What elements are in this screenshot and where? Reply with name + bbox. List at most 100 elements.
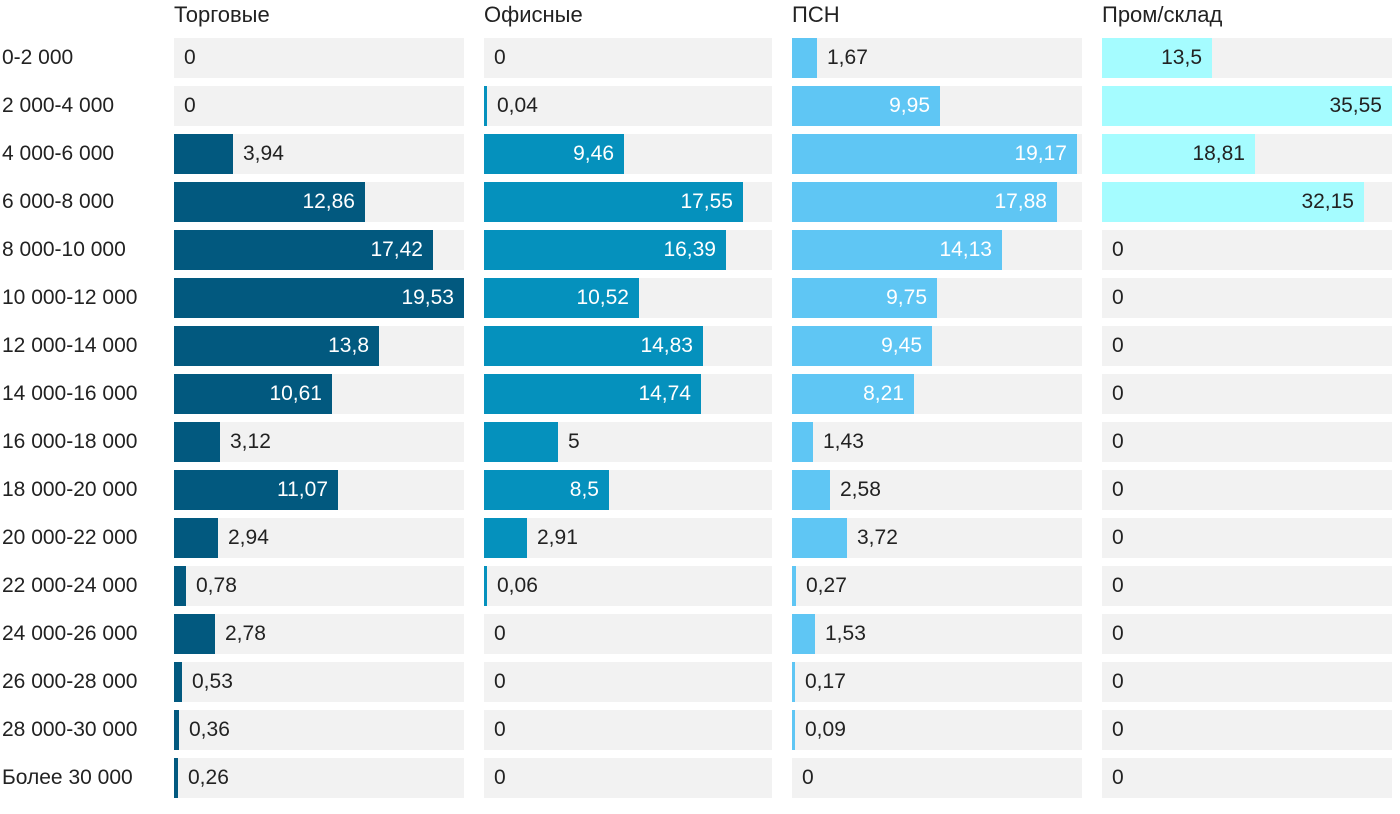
bar-track [1102, 518, 1392, 558]
category-label: 26 000-28 000 [2, 670, 138, 693]
data-label: 1,53 [825, 622, 866, 645]
data-label: 0 [494, 766, 506, 789]
data-label: 8,21 [863, 382, 904, 405]
bar-торговые [174, 518, 218, 558]
bar-торговые [174, 182, 365, 222]
bar-пром-склад [1102, 38, 1212, 78]
bar-track [1102, 422, 1392, 462]
bar-псн [792, 182, 1057, 222]
data-label: 0 [494, 670, 506, 693]
bar-офисные [484, 422, 558, 462]
bar-торговые [174, 326, 379, 366]
data-label: 0,06 [497, 574, 538, 597]
bar-track [174, 86, 464, 126]
category-label: 22 000-24 000 [2, 574, 138, 597]
category-label: 14 000-16 000 [2, 382, 138, 405]
data-label: 0 [494, 718, 506, 741]
bar-псн [792, 86, 940, 126]
data-label: 2,91 [537, 526, 578, 549]
data-label: 35,55 [1329, 94, 1382, 117]
bar-торговые [174, 758, 178, 798]
bar-track [484, 518, 772, 558]
bar-track [1102, 710, 1392, 750]
data-label: 0,09 [805, 718, 846, 741]
data-label: 13,8 [328, 334, 369, 357]
data-label: 0 [1112, 526, 1124, 549]
bar-офисные [484, 182, 743, 222]
data-label: 19,17 [1014, 142, 1067, 165]
data-label: 0 [1112, 430, 1124, 453]
bar-track [1102, 230, 1392, 270]
bar-офисные [484, 374, 701, 414]
bar-офисные [484, 566, 487, 606]
bar-торговые [174, 566, 186, 606]
bar-track [1102, 614, 1392, 654]
bar-псн [792, 326, 932, 366]
bar-track [174, 422, 464, 462]
bar-торговые [174, 278, 464, 318]
bar-торговые [174, 134, 233, 174]
data-label: 3,12 [230, 430, 271, 453]
bar-track [792, 470, 1082, 510]
bar-track [792, 422, 1082, 462]
data-label: 9,46 [573, 142, 614, 165]
category-label: 24 000-26 000 [2, 622, 138, 645]
bar-track [484, 38, 772, 78]
data-label: 2,94 [228, 526, 269, 549]
data-label: 0 [1112, 622, 1124, 645]
data-label: 0 [1112, 574, 1124, 597]
bar-офисные [484, 470, 609, 510]
data-label: 0 [184, 46, 196, 69]
data-label: 0 [494, 46, 506, 69]
data-label: 0,78 [196, 574, 237, 597]
bar-track [484, 614, 772, 654]
data-label: 0,36 [189, 718, 230, 741]
data-label: 9,45 [881, 334, 922, 357]
bar-торговые [174, 662, 182, 702]
data-label: 0 [802, 766, 814, 789]
data-label: 9,75 [886, 286, 927, 309]
data-label: 0 [1112, 334, 1124, 357]
data-label: 13,5 [1161, 46, 1202, 69]
bar-track [484, 662, 772, 702]
data-label: 0 [184, 94, 196, 117]
bar-track [174, 662, 464, 702]
data-label: 8,5 [569, 478, 599, 501]
bar-псн [792, 38, 817, 78]
bar-псн [792, 662, 795, 702]
data-label: 0,04 [497, 94, 538, 117]
data-label: 17,42 [370, 238, 423, 261]
bar-track [484, 566, 772, 606]
bar-track [484, 86, 772, 126]
data-label: 0 [1112, 286, 1124, 309]
bar-track [792, 566, 1082, 606]
bar-пром-склад [1102, 86, 1392, 126]
data-label: 10,61 [269, 382, 322, 405]
data-label: 0 [1112, 382, 1124, 405]
category-label: 4 000-6 000 [2, 142, 115, 165]
bar-track [1102, 758, 1392, 798]
data-label: 12,86 [302, 190, 355, 213]
bar-псн [792, 470, 830, 510]
category-label: 12 000-14 000 [2, 334, 138, 357]
bar-пром-склад [1102, 134, 1255, 174]
data-label: 0,17 [805, 670, 846, 693]
bar-псн [792, 518, 847, 558]
data-label: 11,07 [277, 478, 328, 501]
data-label: 17,88 [994, 190, 1047, 213]
data-label: 14,74 [638, 382, 691, 405]
bar-торговые [174, 230, 433, 270]
category-label: Более 30 000 [2, 766, 133, 789]
bar-офисные [484, 134, 624, 174]
bar-псн [792, 710, 795, 750]
bar-track [174, 614, 464, 654]
data-label: 0 [1112, 670, 1124, 693]
bar-track [174, 710, 464, 750]
bar-track [1102, 470, 1392, 510]
bar-псн [792, 134, 1077, 174]
bar-торговые [174, 374, 332, 414]
data-label: 0 [1112, 238, 1124, 261]
bar-track [792, 38, 1082, 78]
bar-офисные [484, 86, 487, 126]
